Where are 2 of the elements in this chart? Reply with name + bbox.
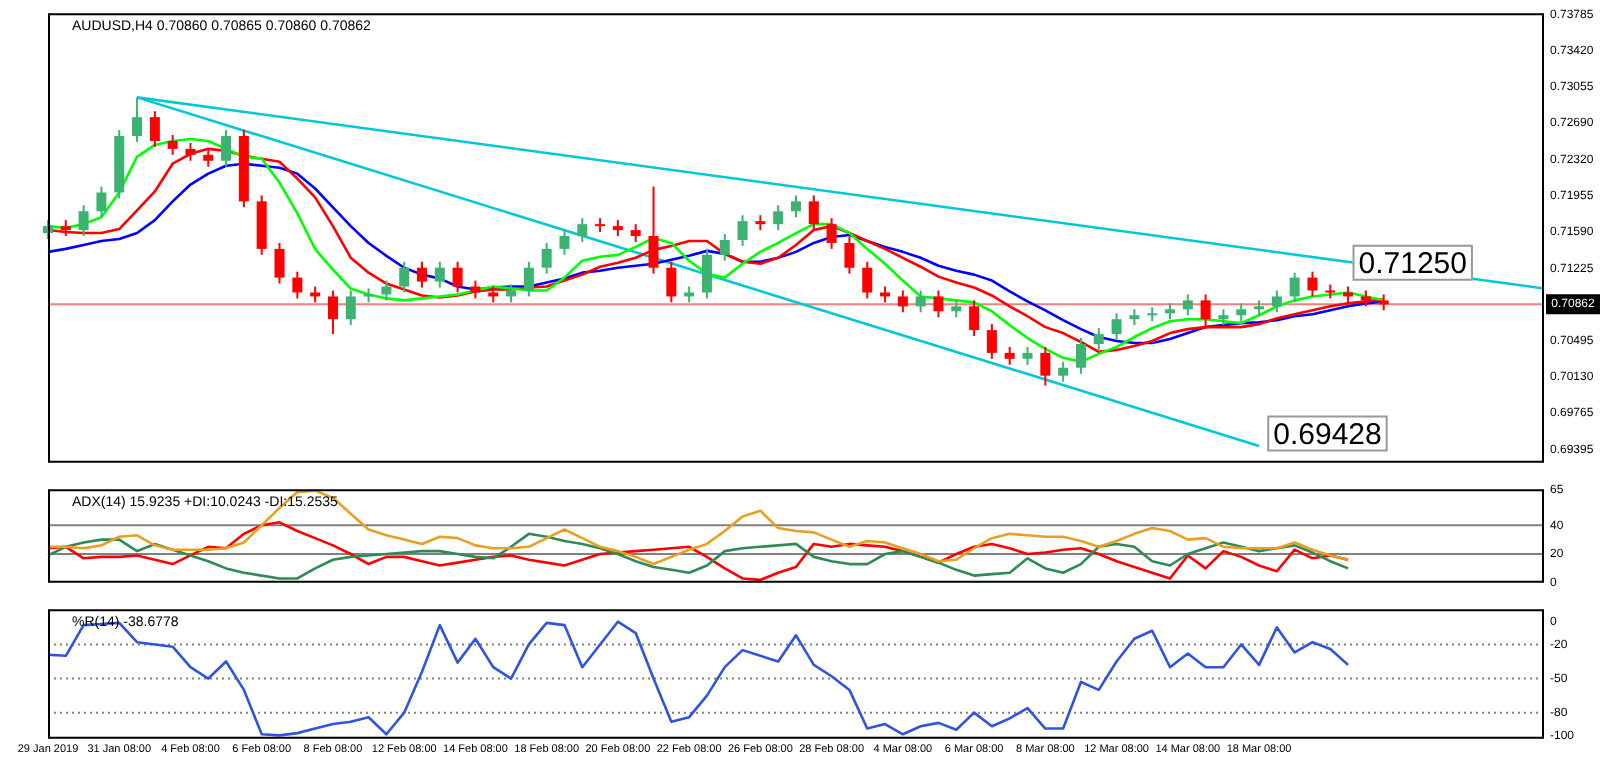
annotation: 0.69428 (1273, 417, 1382, 452)
annotation: 0.71250 (1358, 247, 1467, 282)
